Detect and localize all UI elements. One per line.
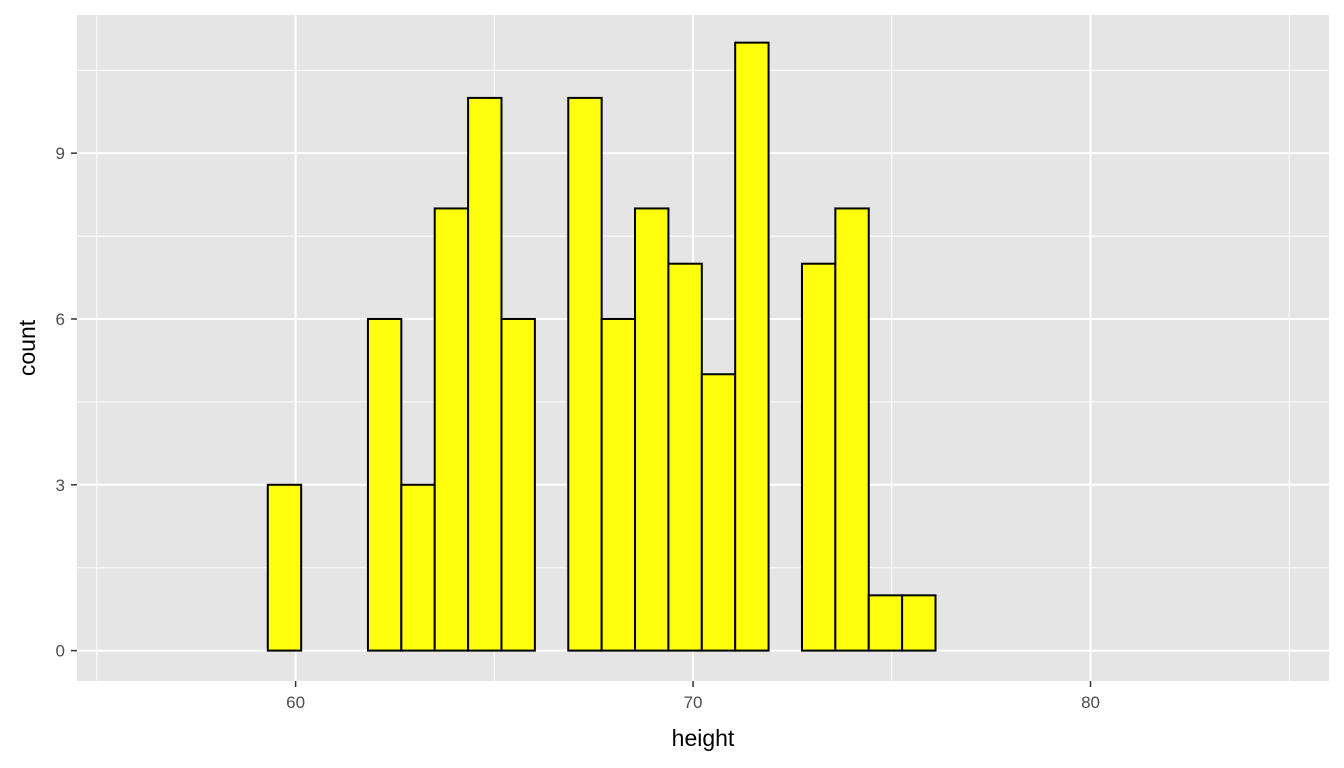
histogram-bars <box>266 41 937 652</box>
histogram-bar <box>667 262 703 652</box>
y-tick-label: 3 <box>56 476 65 495</box>
x-axis-title: height <box>672 725 735 751</box>
histogram-bar <box>700 373 737 652</box>
x-axis: 60 70 80 <box>286 681 1100 712</box>
histogram-bar <box>467 96 503 652</box>
histogram-bar <box>901 594 937 652</box>
histogram-bar <box>266 483 303 652</box>
histogram-bar <box>500 317 536 652</box>
histogram-bar <box>834 207 870 652</box>
histogram-bar <box>366 317 403 652</box>
histogram-bar <box>800 262 837 652</box>
y-axis-title: count <box>14 319 40 376</box>
y-tick-label: 0 <box>56 642 65 661</box>
x-tick-label: 80 <box>1081 693 1100 712</box>
y-axis: 0 3 6 9 <box>56 144 77 661</box>
histogram-bar <box>433 207 470 652</box>
y-tick-label: 9 <box>56 144 65 163</box>
histogram-bar <box>867 594 904 652</box>
histogram-bar <box>400 483 436 652</box>
x-tick-label: 60 <box>286 693 305 712</box>
histogram-bar <box>634 207 670 652</box>
histogram-bar <box>600 317 637 652</box>
histogram-bar <box>567 96 603 652</box>
y-tick-label: 6 <box>56 310 65 329</box>
x-tick-label: 70 <box>684 693 703 712</box>
histogram-bar <box>734 41 770 652</box>
